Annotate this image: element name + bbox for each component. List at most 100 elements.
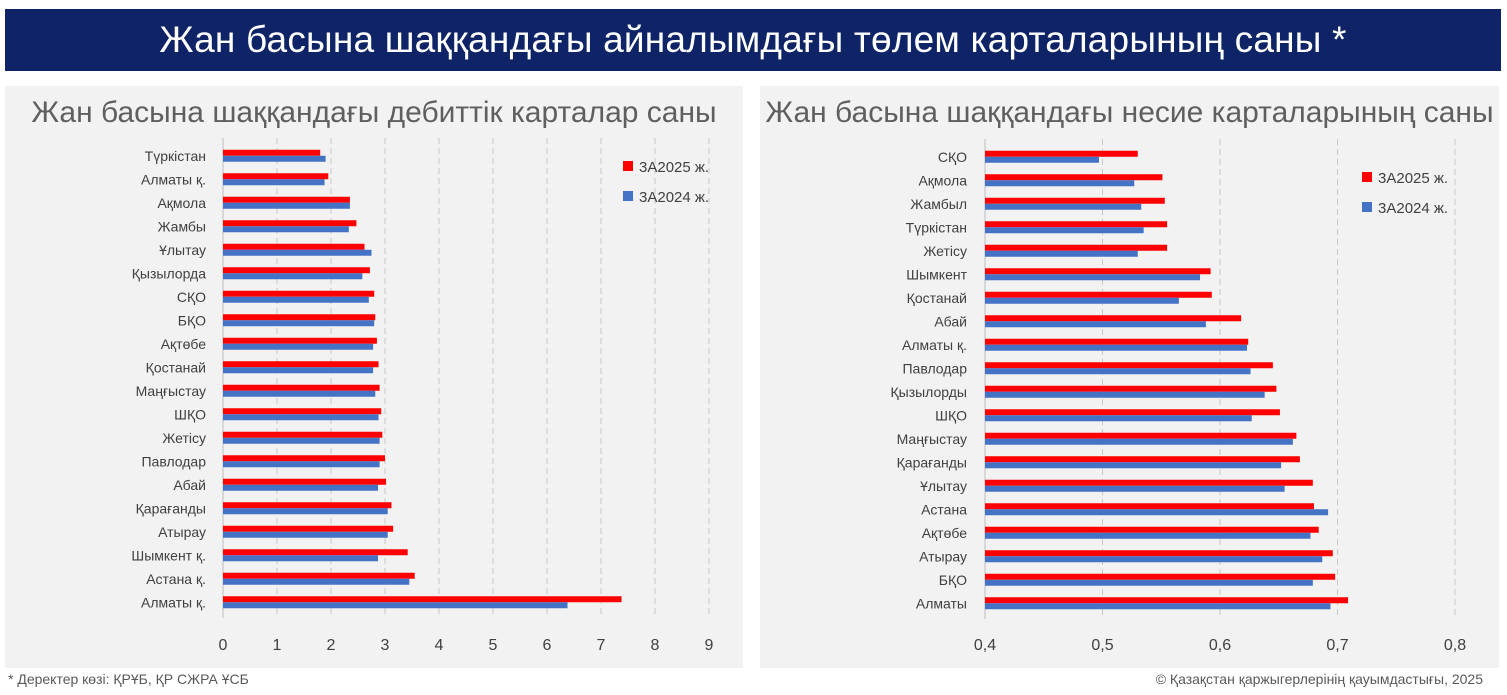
bar-2024	[985, 297, 1179, 304]
bar-2025	[985, 597, 1349, 604]
bar-2025	[223, 243, 365, 250]
bar-2024	[223, 578, 410, 585]
bar-2024	[223, 179, 325, 186]
legend-swatch	[623, 191, 633, 201]
bar-2025	[223, 408, 382, 415]
debit-cards-chart-panel: Жан басына шаққандағы дебиттік карталар …	[5, 86, 743, 668]
bar-2024	[985, 532, 1311, 539]
category-label: Ақтөбе	[922, 525, 968, 541]
category-label: Ұлытау	[920, 478, 967, 494]
bar-2025	[223, 337, 377, 344]
category-label: Ұлытау	[159, 242, 206, 258]
bar-2024	[985, 415, 1252, 422]
category-label: Алматы қ.	[902, 337, 967, 353]
bar-2025	[223, 173, 329, 180]
bar-2024	[985, 438, 1293, 445]
legend-swatch	[1362, 202, 1372, 212]
bar-2025	[223, 549, 408, 556]
bar-2025	[985, 503, 1314, 510]
bar-2025	[223, 361, 379, 368]
bar-2024	[985, 203, 1142, 210]
category-label: Түркістан	[906, 219, 967, 235]
bar-2024	[985, 391, 1265, 398]
category-label: Астана	[921, 501, 967, 517]
x-tick-label: 2	[327, 637, 336, 654]
bar-2025	[223, 478, 387, 485]
bar-2025	[223, 290, 375, 297]
bar-2025	[223, 220, 357, 227]
bar-2024	[985, 321, 1206, 328]
x-tick-label: 8	[651, 637, 660, 654]
category-label: Ақтөбе	[161, 336, 207, 352]
bar-2024	[223, 320, 375, 327]
category-label: Жамбыл	[910, 196, 967, 212]
debit-cards-chart: 0 1 2 3 4 5 6 7 8 9 Түркістан Алматы қ. Ақмола Жамбы Ұ…	[131, 138, 714, 654]
bar-2024	[223, 226, 349, 233]
category-label: Жетісу	[162, 430, 206, 446]
legend-label: 3А2024 ж.	[639, 189, 709, 206]
bar-2024	[985, 509, 1329, 516]
bar-2024	[985, 227, 1144, 234]
legend-label: 3А2025 ж.	[639, 159, 709, 176]
bar-2024	[223, 155, 326, 162]
bar-2025	[985, 362, 1273, 369]
bar-2024	[223, 343, 374, 350]
category-label: БҚО	[939, 572, 967, 588]
bar-2024	[985, 344, 1248, 351]
credit-chart-title: Жан басына шаққандағы несие карталарының…	[765, 96, 1494, 129]
bar-2025	[223, 196, 350, 203]
bar-2024	[223, 273, 363, 280]
bar-2025	[223, 572, 415, 579]
category-label: Жетісу	[923, 243, 967, 259]
bar-2024	[985, 556, 1323, 563]
bar-2024	[985, 180, 1135, 187]
category-label: Қарағанды	[136, 500, 206, 516]
category-label: Павлодар	[141, 453, 206, 469]
category-label: Қарағанды	[897, 454, 967, 470]
bar-2024	[985, 274, 1201, 281]
bar-2025	[985, 456, 1300, 463]
bar-2025	[223, 384, 380, 391]
bar-2024	[223, 437, 380, 444]
bar-2024	[985, 250, 1138, 257]
bar-2025	[223, 596, 622, 603]
x-tick-label: 3	[381, 637, 390, 654]
category-label: Астана қ.	[146, 571, 206, 587]
credit-cards-chart: 0,4 0,5 0,6 0,7 0,8 СҚО Ақмола Жамбыл Түркістан Ж…	[890, 139, 1466, 654]
bar-2024	[223, 367, 374, 374]
category-label: Атырау	[919, 548, 967, 564]
category-label: Қостанай	[146, 359, 206, 375]
copyright-note: © Қазақстан қаржыгерлерінің қауымдастығы…	[1155, 671, 1483, 687]
bar-2024	[223, 296, 369, 303]
bar-2025	[985, 268, 1211, 275]
x-tick-label: 1	[273, 637, 282, 654]
bar-2024	[223, 555, 378, 562]
x-tick-label: 0,8	[1444, 637, 1466, 654]
x-tick-label: 0,5	[1091, 637, 1113, 654]
bar-2024	[985, 368, 1251, 375]
category-label: Маңғыстау	[136, 383, 206, 399]
category-label: Алматы	[916, 595, 967, 611]
bar-2024	[223, 249, 372, 256]
category-label: БҚО	[178, 312, 206, 328]
bar-2025	[985, 550, 1333, 557]
data-source-note: * Деректер көзі: ҚРҰБ, ҚР СЖРА ҰСБ	[8, 671, 249, 687]
x-tick-label: 4	[435, 637, 444, 654]
bar-2024	[985, 603, 1331, 610]
x-tick-label: 7	[597, 637, 606, 654]
bar-2025	[985, 221, 1168, 228]
bar-2024	[223, 484, 378, 491]
category-label: Алматы қ.	[141, 171, 206, 187]
category-label: Ақмола	[157, 195, 206, 211]
bar-2025	[985, 338, 1249, 345]
x-tick-label: 0,4	[974, 637, 996, 654]
legend-label: 3А2025 ж.	[1378, 170, 1448, 187]
category-label: Алматы қ.	[141, 594, 206, 610]
bar-2025	[985, 573, 1336, 580]
category-label: Маңғыстау	[897, 431, 967, 447]
bar-2024	[223, 414, 379, 421]
bar-2025	[985, 409, 1280, 416]
category-label: Шымкент	[906, 266, 967, 282]
category-label: Ақмола	[918, 172, 967, 188]
category-label: Түркістан	[145, 148, 206, 164]
